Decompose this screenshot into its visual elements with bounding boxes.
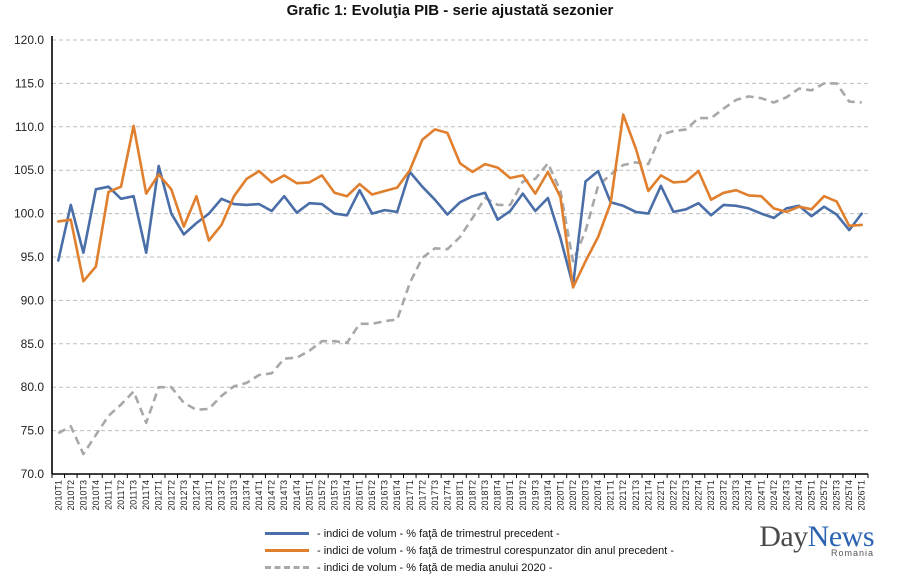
x-tick-label: 2015T4 [342,480,352,511]
x-tick-label: 2016T4 [392,480,402,511]
x-tick-label: 2024T4 [794,480,804,511]
x-tick-label: 2020T1 [555,480,565,511]
legend-swatch-yoy [265,549,309,552]
x-tick-label: 2012T4 [191,480,201,511]
x-tick-label: 2015T1 [304,480,314,511]
x-tick-label: 2021T1 [606,480,616,511]
x-tick-label: 2023T2 [719,480,729,511]
x-tick-label: 2019T3 [530,480,540,511]
x-tick-label: 2024T3 [781,480,791,511]
y-tick-labels: 70.0 75.0 80.0 85.0 90.0 95.0 100.0 105.0 110.0 1… [14,33,44,481]
x-tick-label: 2020T4 [593,480,603,511]
legend-label-qoq: - indici de volum - % faţă de trimestrul… [317,527,560,540]
y-tick-label: 75.0 [21,424,45,438]
axes [51,36,869,478]
y-tick-label: 115.0 [15,76,44,90]
x-tick-label: 2013T1 [204,480,214,511]
y-tick-label: 70.0 [21,467,45,481]
gridlines [52,39,868,432]
y-tick-label: 105.0 [14,163,44,177]
x-tick-label: 2019T2 [518,480,528,511]
legend-swatch-qoq [265,532,309,535]
x-tick-label: 2020T3 [581,480,591,511]
x-tick-label: 2013T2 [216,480,226,511]
x-tick-label: 2010T4 [91,480,101,511]
x-tick-label: 2024T1 [756,480,766,511]
x-tick-label: 2019T1 [505,480,515,511]
x-tick-label: 2016T2 [367,480,377,511]
legend-swatch-2020 [265,566,309,569]
x-tick-label: 2012T2 [166,480,176,511]
series-line-2020 [57,82,862,456]
x-tick-label: 2023T1 [706,480,716,511]
x-tick-labels: 2010T1 2010T2 2010T3 2010T4 2011T1 2011T2 2011… [53,480,866,511]
x-tick-label: 2017T2 [417,480,427,511]
x-tick-label: 2025T2 [819,480,829,511]
logo-wordmark: DayNews [759,520,874,553]
x-tick-label: 2022T3 [681,480,691,511]
x-tick-label: 2023T4 [744,480,754,511]
x-tick-label: 2019T4 [543,480,553,511]
x-tick-label: 2023T3 [731,480,741,511]
logo-subtitle: Romania [830,548,874,558]
legend-item-yoy: - indici de volum - % faţă de trimestrul… [265,542,674,559]
x-tick-label: 2025T4 [844,480,854,511]
legend-item-2020: - indici de volum - % faţă de media anul… [265,559,674,576]
x-tick-label: 2022T4 [694,480,704,511]
y-tick-label: 120.0 [14,33,44,47]
y-tick-label: 90.0 [21,293,45,307]
legend: - indici de volum - % faţă de trimestrul… [265,525,674,576]
x-tick-label: 2017T1 [405,480,415,511]
legend-label-2020: - indici de volum - % faţă de media anul… [317,561,553,574]
x-tick-label: 2018T3 [480,480,490,511]
chart-title: Grafic 1: Evoluţia PIB - serie ajustată … [286,2,614,19]
series-line-qoq [57,164,863,287]
x-tick-label: 2014T3 [279,480,289,511]
x-tick-label: 2022T2 [668,480,678,511]
x-tick-label: 2014T2 [267,480,277,511]
x-tick-label: 2015T2 [317,480,327,511]
x-tick-label: 2011T2 [116,480,126,510]
x-tick-label: 2015T3 [329,480,339,511]
x-tick-label: 2010T2 [66,480,76,511]
x-tick-label: 2018T2 [468,480,478,511]
y-tick-label: 95.0 [21,250,45,264]
x-tick-label: 2012T1 [154,480,164,511]
series-line-yoy [57,113,863,289]
x-tick-label: 2018T1 [455,480,465,511]
x-tick-label: 2013T4 [242,480,252,511]
x-tick-label: 2010T1 [53,480,63,511]
legend-label-yoy: - indici de volum - % faţă de trimestrul… [317,544,675,557]
y-tick-label: 80.0 [21,380,45,394]
y-tick-label: 110.0 [15,120,44,134]
x-tick-label: 2021T3 [631,480,641,511]
x-tick-label: 2011T4 [141,480,151,510]
x-tick-label: 2025T1 [807,480,817,511]
x-tick-label: 2022T1 [656,480,666,511]
x-tick-label: 2010T3 [78,480,88,511]
x-tick-label: 2026T1 [857,480,867,511]
series-lines [57,82,863,456]
x-tick-label: 2017T4 [442,480,452,511]
x-tick-label: 2016T1 [355,480,365,511]
y-tick-label: 85.0 [21,337,45,351]
x-tick-label: 2011T1 [103,480,113,510]
x-tick-label: 2012T3 [179,480,189,511]
x-tick-label: 2021T4 [643,480,653,511]
y-tick-label: 100.0 [14,207,44,221]
x-tick-label: 2018T4 [493,480,503,511]
x-tick-label: 2025T3 [832,480,842,511]
daynews-logo: DayNews Romania [759,520,874,558]
x-tick-label: 2014T1 [254,480,264,511]
x-tick-label: 2017T3 [430,480,440,511]
legend-item-qoq: - indici de volum - % faţă de trimestrul… [265,525,674,542]
x-tick-label: 2020T2 [568,480,578,511]
x-tick-label: 2014T4 [292,480,302,511]
x-tick-label: 2024T2 [769,480,779,511]
x-tick-label: 2011T3 [129,480,139,510]
x-tick-label: 2013T3 [229,480,239,511]
x-tick-label: 2021T2 [618,480,628,511]
x-tick-label: 2016T3 [380,480,390,511]
